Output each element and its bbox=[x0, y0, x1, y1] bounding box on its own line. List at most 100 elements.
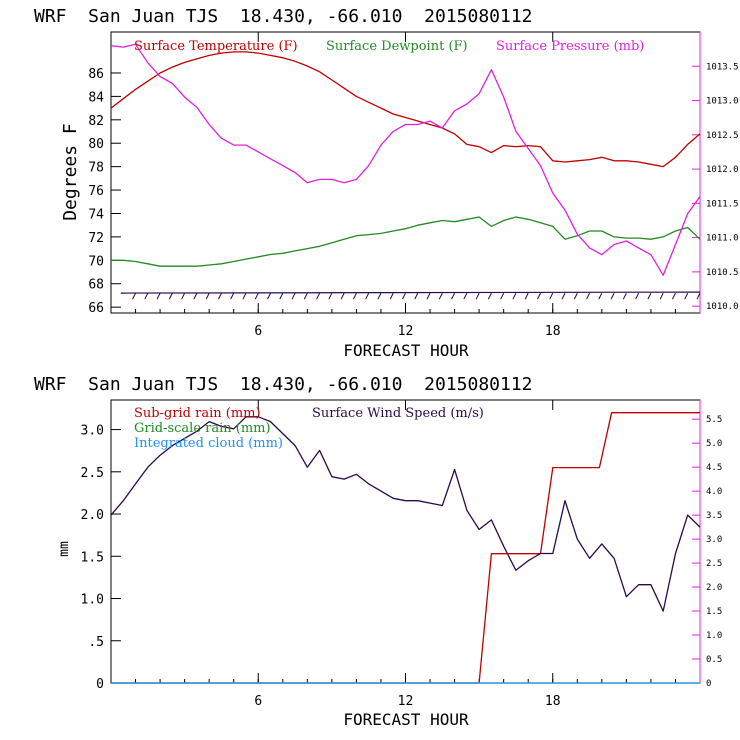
chart-1-x-ticks: 6 12 18 bbox=[135, 32, 676, 339]
wind-barb bbox=[365, 292, 370, 300]
wind-barb bbox=[414, 292, 419, 300]
wind-barb bbox=[340, 292, 345, 300]
x-tick-label: 6 bbox=[254, 324, 262, 339]
legend-surface-dewpoint: Surface Dewpoint (F) bbox=[326, 39, 468, 54]
y2-tick-label: 1012.0 bbox=[706, 165, 739, 175]
y-tick-label: 84 bbox=[88, 90, 104, 105]
y2-tick-label: 1013.0 bbox=[706, 97, 739, 107]
temperature-chart: WRF San Juan TJS 18.430, -66.010 2015080… bbox=[34, 6, 739, 360]
y2-tick-label: 1011.5 bbox=[706, 199, 739, 209]
wind-barb bbox=[622, 292, 627, 300]
wind-barb bbox=[500, 292, 505, 300]
wind-barb bbox=[598, 292, 603, 300]
y-tick-label: 68 bbox=[88, 278, 104, 293]
wind-barb bbox=[352, 292, 357, 300]
wind-barb bbox=[487, 292, 492, 300]
wind-barb bbox=[659, 292, 664, 300]
y2-tick-label: 4.5 bbox=[706, 463, 722, 473]
wind-barb bbox=[230, 292, 235, 300]
wind-barb bbox=[254, 292, 259, 300]
series-line-surface-wind-speed-m-s bbox=[110, 416, 701, 612]
y2-tick-label: 1.0 bbox=[706, 631, 722, 641]
wind-barb bbox=[524, 292, 529, 300]
wind-barb bbox=[303, 292, 308, 300]
series-line-surface-temperature-f bbox=[110, 51, 701, 168]
wind-barb bbox=[463, 292, 468, 300]
legend-surface-wind-speed: Surface Wind Speed (m/s) bbox=[312, 406, 484, 421]
wind-barb bbox=[610, 292, 615, 300]
chart-2-y-label: mm bbox=[57, 541, 72, 557]
y2-tick-label: 1010.5 bbox=[706, 268, 739, 278]
chart-1-y2-ticks: 1010.0 1010.5 1011.0 1011.5 1012.0 1012.5 1013… bbox=[692, 62, 739, 312]
x-tick-label: 12 bbox=[398, 324, 414, 339]
wind-barb bbox=[537, 292, 541, 300]
wind-barb bbox=[684, 292, 689, 300]
y2-tick-label: 1010.0 bbox=[706, 302, 739, 312]
legend-surface-pressure: Surface Pressure (mb) bbox=[496, 39, 644, 54]
chart-1-plot-frame bbox=[110, 31, 701, 314]
y2-tick-label: 1012.5 bbox=[706, 131, 739, 141]
chart-2-legend: Sub-grid rain (mm) Grid-scale rain (mm) … bbox=[134, 406, 484, 451]
x-tick-label: 18 bbox=[545, 324, 561, 339]
y2-tick-label: 5.0 bbox=[706, 439, 722, 449]
y-tick-label: 70 bbox=[88, 254, 104, 269]
wind-barb bbox=[156, 292, 161, 300]
wind-barb bbox=[647, 292, 652, 300]
chart-1-series bbox=[110, 43, 701, 276]
y2-tick-label: 4.0 bbox=[706, 487, 722, 497]
chart-2-series bbox=[110, 412, 701, 684]
y2-tick-label: 1013.5 bbox=[706, 62, 739, 72]
y-tick-label: .5 bbox=[88, 635, 104, 650]
y-tick-label: 1.5 bbox=[81, 550, 104, 565]
y-tick-label: 76 bbox=[88, 184, 104, 199]
wind-barb bbox=[426, 292, 431, 300]
series-line-surface-dewpoint-f bbox=[111, 216, 701, 267]
wind-barb bbox=[193, 292, 198, 300]
y-tick-label: 2.5 bbox=[81, 466, 104, 481]
chart-2-y2-ticks: 0 0.5 1.0 1.5 2.0 2.5 3.0 3.5 4.0 4.5 5.0 5.5 bbox=[692, 415, 722, 689]
wind-barb bbox=[672, 292, 676, 300]
chart-1-wind-barbs bbox=[120, 291, 701, 300]
y-tick-label: 74 bbox=[88, 207, 104, 222]
wind-barb bbox=[217, 292, 222, 300]
rain-wind-chart: WRF San Juan TJS 18.430, -66.010 2015080… bbox=[34, 374, 722, 729]
y-tick-label: 0 bbox=[96, 677, 104, 692]
chart-1-y-label: Degrees F bbox=[60, 123, 81, 221]
y-tick-label: 86 bbox=[88, 67, 104, 82]
chart-2-y-ticks: 0 .5 1.0 1.5 2.0 2.5 3.0 bbox=[81, 424, 121, 692]
y2-tick-label: 5.5 bbox=[706, 415, 722, 425]
wind-barb bbox=[168, 292, 173, 300]
y2-tick-label: 0 bbox=[706, 679, 711, 689]
x-tick-label: 18 bbox=[545, 694, 561, 709]
y-tick-label: 66 bbox=[88, 301, 104, 316]
chart-1-title: WRF San Juan TJS 18.430, -66.010 2015080… bbox=[34, 6, 533, 27]
y-tick-label: 82 bbox=[88, 114, 104, 129]
y-tick-label: 1.0 bbox=[81, 593, 104, 608]
wind-barb bbox=[205, 292, 210, 300]
y2-tick-label: 2.0 bbox=[706, 583, 722, 593]
legend-sub-grid-rain: Sub-grid rain (mm) bbox=[134, 406, 261, 421]
series-line-surface-pressure-mb bbox=[110, 43, 701, 276]
y2-tick-label: 0.5 bbox=[706, 655, 722, 665]
wind-barb bbox=[389, 292, 394, 300]
x-tick-label: 12 bbox=[398, 694, 414, 709]
wind-barb bbox=[132, 292, 136, 300]
wind-barb bbox=[475, 292, 480, 300]
wind-barb bbox=[328, 292, 333, 300]
chart-1-x-label: FORECAST HOUR bbox=[343, 341, 469, 360]
series-line-sub-grid-rain-mm bbox=[111, 412, 700, 684]
legend-surface-temperature: Surface Temperature (F) bbox=[134, 39, 298, 54]
wind-barb bbox=[144, 292, 149, 300]
y-tick-label: 80 bbox=[88, 137, 104, 152]
x-tick-label: 6 bbox=[254, 694, 262, 709]
wind-barb bbox=[316, 292, 321, 300]
wind-barb bbox=[377, 292, 382, 300]
legend-integrated-cloud: Integrated cloud (mm) bbox=[134, 436, 283, 451]
wind-barb bbox=[451, 292, 456, 300]
wind-barb bbox=[279, 292, 284, 300]
chart-2-x-ticks: 6 12 18 bbox=[135, 400, 676, 709]
y2-tick-label: 1011.0 bbox=[706, 234, 739, 244]
wind-barb bbox=[291, 292, 296, 300]
y2-tick-label: 3.0 bbox=[706, 535, 722, 545]
